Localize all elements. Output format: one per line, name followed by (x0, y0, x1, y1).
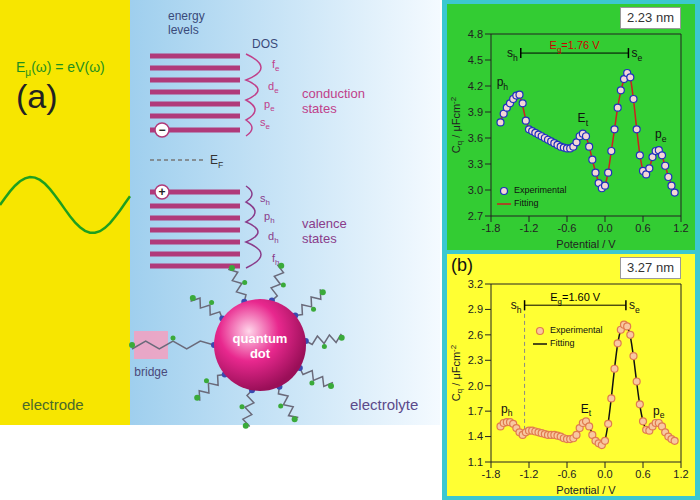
svg-text:quantum: quantum (233, 331, 288, 346)
svg-text:-0.6: -0.6 (558, 222, 577, 234)
svg-text:se: se (629, 298, 640, 315)
html-text:-2: -2 (449, 96, 459, 104)
svg-text:1.4: 1.4 (468, 430, 483, 442)
svg-text:states: states (302, 101, 337, 116)
svg-text:conduction: conduction (302, 86, 365, 101)
svg-text:2.9: 2.9 (468, 303, 483, 315)
html-text:Fitting: Fitting (550, 338, 575, 348)
svg-text:pe: pe (264, 98, 275, 113)
svg-text:ph: ph (501, 402, 513, 419)
html-text:3.27 nm: 3.27 nm (627, 260, 674, 275)
svg-text:se: se (631, 46, 642, 63)
html-text:Experimental: Experimental (550, 325, 603, 335)
svg-text:−: − (158, 123, 165, 137)
html-text:-2: -2 (449, 344, 459, 352)
svg-text:fh: fh (272, 252, 280, 268)
svg-text:ph: ph (264, 210, 275, 225)
svg-text:states: states (302, 231, 337, 246)
svg-text:-0.6: -0.6 (558, 468, 577, 480)
html-text:Fitting: Fitting (514, 198, 539, 208)
svg-text:0.0: 0.0 (597, 222, 612, 234)
svg-text:3.6: 3.6 (468, 132, 483, 144)
svg-text:sh: sh (260, 192, 270, 207)
svg-text:0.6: 0.6 (635, 468, 650, 480)
svg-text:Eμ(ω) = eV(ω): Eμ(ω) = eV(ω) (16, 59, 105, 78)
svg-text:ph: ph (497, 75, 509, 92)
svg-text:0.6: 0.6 (635, 222, 650, 234)
html-text:(b): (b) (451, 255, 473, 275)
svg-text:Eg=1.60 V: Eg=1.60 V (550, 291, 601, 306)
svg-text:Et: Et (578, 111, 589, 128)
html-text:C: C (450, 393, 462, 402)
svg-text:pe: pe (653, 404, 665, 421)
svg-text:1.2: 1.2 (673, 468, 688, 480)
svg-text:sh: sh (511, 298, 522, 315)
svg-text:2.7: 2.7 (468, 210, 483, 222)
svg-text:-1.8: -1.8 (482, 468, 501, 480)
svg-text:dh: dh (268, 230, 279, 245)
svg-text:+: + (158, 185, 165, 199)
svg-text:Eg=1.76 V: Eg=1.76 V (550, 39, 601, 54)
svg-text:1.7: 1.7 (468, 405, 483, 417)
html-text:/ μFcm: / μFcm (450, 351, 462, 389)
svg-text:-1.2: -1.2 (520, 222, 539, 234)
svg-text:pe: pe (655, 127, 667, 144)
svg-text:2.6: 2.6 (468, 329, 483, 341)
svg-text:4.5: 4.5 (468, 54, 483, 66)
svg-text:Et: Et (581, 402, 592, 419)
svg-text:bridge: bridge (134, 365, 168, 379)
svg-text:sh: sh (507, 46, 518, 63)
svg-text:de: de (268, 80, 279, 95)
svg-text:3.9: 3.9 (468, 106, 483, 118)
html-text:2.23 nm: 2.23 nm (627, 10, 674, 25)
svg-text:electrode: electrode (22, 396, 84, 413)
svg-text:3.3: 3.3 (468, 158, 483, 170)
html-text:q: q (455, 140, 465, 146)
svg-text:electrolyte: electrolyte (350, 396, 418, 413)
html-text:q: q (455, 388, 465, 394)
svg-text:3.2: 3.2 (468, 278, 483, 290)
svg-text:valence: valence (302, 216, 347, 231)
svg-text:2.0: 2.0 (468, 380, 483, 392)
svg-text:4.8: 4.8 (468, 28, 483, 40)
svg-text:Potential / V: Potential / V (556, 484, 616, 496)
html-text:C: C (450, 145, 462, 154)
svg-text:2.3: 2.3 (468, 354, 483, 366)
svg-text:fe: fe (272, 58, 280, 73)
svg-text:3.0: 3.0 (468, 184, 483, 196)
svg-text:levels: levels (168, 23, 199, 37)
svg-text:1.1: 1.1 (468, 456, 483, 468)
svg-text:EF: EF (210, 153, 223, 170)
svg-text:0.0: 0.0 (597, 468, 612, 480)
svg-text:1.2: 1.2 (673, 222, 688, 234)
svg-text:-1.8: -1.8 (482, 222, 501, 234)
svg-text:(a): (a) (16, 77, 58, 115)
svg-text:dot: dot (250, 346, 271, 361)
svg-text:4.2: 4.2 (468, 80, 483, 92)
svg-text:se: se (260, 116, 271, 131)
svg-text:-1.2: -1.2 (520, 468, 539, 480)
svg-text:Potential / V: Potential / V (556, 238, 616, 250)
html-text:/ μFcm: / μFcm (450, 103, 462, 141)
svg-text:DOS: DOS (252, 37, 278, 51)
svg-text:energy: energy (168, 9, 205, 23)
html-text:Experimental: Experimental (514, 185, 567, 195)
